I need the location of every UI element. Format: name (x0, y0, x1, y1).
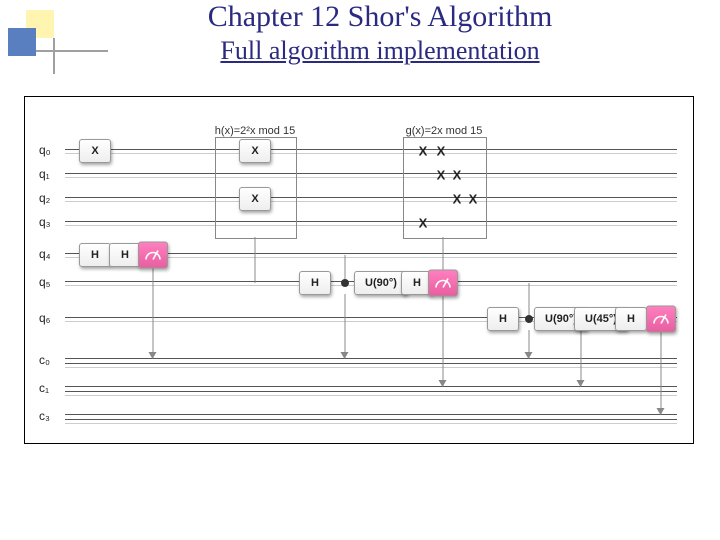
oracle-x-3: X (453, 168, 462, 183)
gate-H: H (487, 307, 519, 331)
row-label-q3: q₃ (39, 215, 51, 229)
row-label-q0: q₀ (39, 143, 51, 157)
oracle-label-1: g(x)=2x mod 15 (406, 125, 483, 137)
arrow-1 (345, 294, 346, 358)
control-dot-0 (341, 279, 349, 287)
slide: Chapter 12 Shor's Algorithm Full algorit… (0, 0, 720, 540)
arrow-2 (443, 294, 444, 386)
control-line-1 (529, 283, 530, 319)
gate-U(90°): U(90°) (354, 271, 408, 295)
row-label-q2: q₂ (39, 191, 50, 205)
oracle-conn-0 (255, 237, 256, 283)
oracle-label-0: h(x)=2²x mod 15 (215, 125, 295, 137)
gate-H: H (299, 271, 331, 295)
blue-square (8, 28, 36, 56)
oracle-x-6: X (419, 216, 428, 231)
quantum-circuit-diagram: q₀ q₁ q₂ q₃ q₄ q₅ q₆ c₀ c₁ c₃ h(x)=2²x mod 15 g(x)=… (25, 97, 693, 443)
row-label-q1: q₁ (39, 167, 50, 181)
oracle-x-2: X (437, 168, 446, 183)
arrow-4 (581, 330, 582, 386)
row-label-c3: c₃ (39, 409, 50, 423)
arrow-5 (661, 330, 662, 414)
gate-X: X (239, 187, 271, 211)
deco-vline (53, 38, 55, 74)
title-line2: Full algorithm implementation (100, 36, 660, 66)
deco-hline (36, 50, 108, 52)
row-label-q6: q₆ (39, 311, 51, 325)
gate-X: X (239, 139, 271, 163)
meter-gate (138, 242, 168, 269)
arrow-0 (153, 266, 154, 358)
row-label-q5: q₅ (39, 275, 51, 289)
arrow-3 (529, 330, 530, 358)
title-line1: Chapter 12 Shor's Algorithm (100, 0, 660, 34)
row-label-q4: q₄ (39, 247, 51, 261)
oracle-x-5: X (469, 192, 478, 207)
oracle-x-4: X (453, 192, 462, 207)
gate-H: H (615, 307, 647, 331)
gate-H: H (109, 243, 141, 267)
gate-H: H (79, 243, 111, 267)
circuit-frame: q₀ q₁ q₂ q₃ q₄ q₅ q₆ c₀ c₁ c₃ h(x)=2²x mod 15 g(x)=… (24, 96, 694, 444)
meter-gate (646, 306, 676, 333)
oracle-x-1: X (437, 144, 446, 159)
gate-X: X (79, 139, 111, 163)
row-label-c1: c₁ (39, 381, 49, 395)
oracle-x-0: X (419, 144, 428, 159)
meter-gate (428, 270, 458, 297)
control-dot-1 (525, 315, 533, 323)
row-label-c0: c₀ (39, 353, 50, 367)
